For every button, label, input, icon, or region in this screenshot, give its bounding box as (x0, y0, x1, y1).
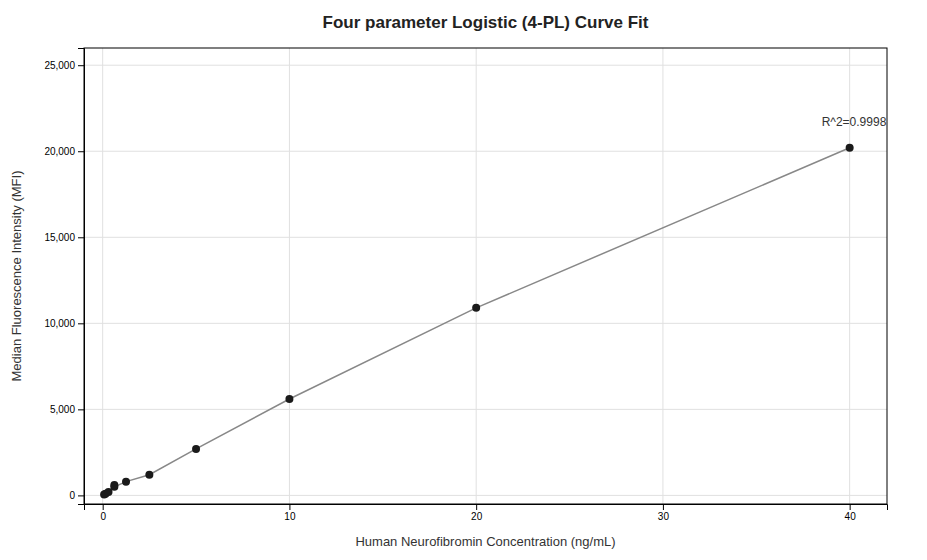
y-tick-label: 20,000 (44, 146, 75, 157)
line (103, 148, 850, 496)
x-grid-line (476, 48, 477, 504)
x-grid-line (289, 48, 290, 504)
x-tick: 10 (284, 504, 296, 522)
x-tick: 30 (658, 504, 670, 522)
point (472, 304, 480, 312)
y-grid-line (84, 65, 887, 66)
y-grid-line (84, 237, 887, 238)
x-grid-line (102, 48, 103, 504)
x-tick-label: 20 (471, 511, 483, 522)
marks (100, 144, 854, 499)
point (846, 144, 854, 152)
x-tick-mark (289, 504, 290, 510)
x-tick-label: 30 (658, 511, 670, 522)
x-tick: 0 (100, 504, 106, 522)
y-grid-line (84, 151, 887, 152)
point (145, 471, 153, 479)
annotation: R^2=0.9998 (822, 115, 887, 129)
y-tick: 20,000 (44, 146, 84, 157)
x-tick: 20 (471, 504, 483, 522)
x-axis: 0 10 20 30 40 (85, 504, 888, 522)
y-tick-mark (78, 65, 84, 66)
x-tick-label: 0 (100, 511, 106, 522)
y-tick: 15,000 (44, 232, 84, 243)
y-tick-mark (78, 495, 84, 496)
y-tick-mark (78, 409, 84, 410)
y-tick: 25,000 (44, 60, 84, 71)
y-tick-label: 25,000 (44, 60, 75, 71)
plot-frame (84, 48, 887, 504)
y-tick: 0 (69, 490, 84, 501)
grid (84, 48, 887, 504)
y-tick-label: 5,000 (50, 404, 75, 415)
y-axis-title: Median Fluorescence Intensity (MFI) (9, 171, 24, 382)
y-tick-mark (78, 323, 84, 324)
point (110, 481, 118, 489)
x-tick-mark (850, 504, 851, 510)
y-grid-line (84, 495, 887, 496)
y-tick-mark (78, 151, 84, 152)
x-grid-line (662, 48, 663, 504)
y-grid-line (84, 323, 887, 324)
chart: 0 10 20 30 40 0 5,000 10,000 15,000 20,000 25,000 R… (0, 0, 927, 560)
y-tick-mark (78, 237, 84, 238)
x-tick-mark (663, 504, 664, 510)
x-axis-title: Human Neurofibromin Concentration (ng/mL… (355, 534, 615, 549)
title: Four parameter Logistic (4-PL) Curve Fit (323, 13, 649, 32)
plot: 0 10 20 30 40 0 5,000 10,000 15,000 20,000 25,000 R… (44, 48, 887, 522)
x-tick-label: 10 (284, 511, 296, 522)
y-tick-label: 0 (69, 490, 75, 501)
y-grid-line (84, 409, 887, 410)
x-tick-label: 40 (845, 511, 857, 522)
y-tick-label: 10,000 (44, 318, 75, 329)
y-tick: 5,000 (50, 404, 84, 415)
point (192, 445, 200, 453)
point (285, 395, 293, 403)
y-axis: 0 5,000 10,000 15,000 20,000 25,000 (44, 49, 84, 505)
x-tick-mark (476, 504, 477, 510)
x-tick: 40 (845, 504, 857, 522)
x-tick-mark (103, 504, 104, 510)
x-axis-line (85, 505, 888, 511)
y-tick-label: 15,000 (44, 232, 75, 243)
y-tick: 10,000 (44, 318, 84, 329)
point (122, 478, 130, 486)
